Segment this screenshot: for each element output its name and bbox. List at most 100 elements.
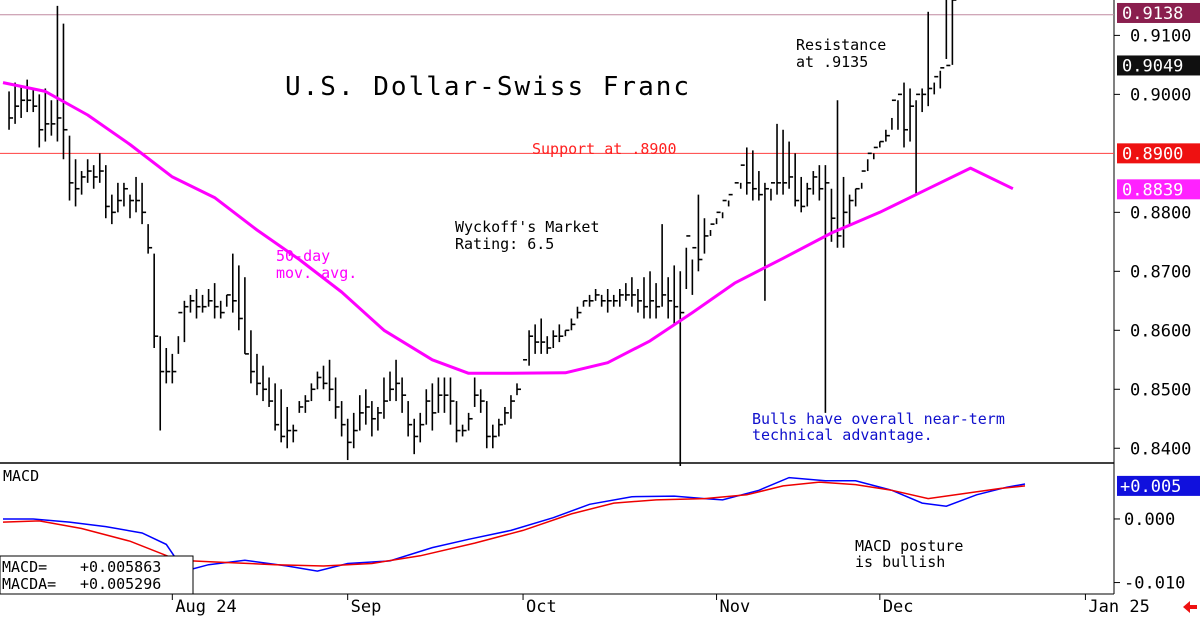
price-bar bbox=[207, 289, 213, 307]
price-bar bbox=[879, 140, 884, 148]
price-bar bbox=[528, 330, 534, 366]
macda-readout-label: MACDA= bbox=[2, 575, 56, 593]
price-bar bbox=[806, 182, 812, 207]
svg-text:0.8839: 0.8839 bbox=[1122, 180, 1183, 200]
price-tick-label: 0.8400 bbox=[1130, 439, 1191, 459]
price-bar bbox=[377, 406, 382, 431]
price-bar bbox=[903, 82, 909, 148]
bulls-note-line2: technical advantage. bbox=[752, 426, 933, 444]
price-bar bbox=[492, 424, 497, 449]
price-bar bbox=[588, 294, 594, 307]
svg-text:+0.005: +0.005 bbox=[1120, 477, 1181, 497]
price-bar bbox=[473, 377, 479, 407]
price-bar bbox=[927, 11, 933, 107]
price-bar bbox=[26, 79, 32, 113]
price-bar bbox=[625, 283, 630, 301]
price-bar bbox=[842, 176, 848, 248]
month-label: Sep bbox=[351, 597, 382, 617]
macd-note-line2: is bullish bbox=[855, 553, 945, 571]
price-bar bbox=[280, 389, 286, 443]
price-bar bbox=[661, 224, 667, 307]
ma-note-line2: mov. avg. bbox=[276, 264, 357, 282]
price-bar bbox=[250, 330, 255, 384]
price-bar bbox=[734, 182, 739, 184]
price-bar bbox=[231, 253, 237, 313]
macd-panel-title: MACD bbox=[3, 467, 39, 485]
price-bar bbox=[709, 223, 715, 236]
price-bar bbox=[165, 347, 171, 384]
price-bar bbox=[540, 318, 546, 354]
month-label: Oct bbox=[526, 597, 557, 617]
price-bar bbox=[443, 377, 449, 413]
price-bar bbox=[346, 418, 352, 461]
wyckoff-note-line1: Wyckoff's Market bbox=[455, 218, 600, 236]
price-bar bbox=[564, 329, 570, 337]
price-bar bbox=[153, 253, 159, 348]
price-bar bbox=[891, 99, 896, 130]
macd-readout-value: +0.005863 bbox=[80, 558, 161, 576]
support-note: Support at .8900 bbox=[532, 140, 677, 158]
month-label: Nov bbox=[720, 597, 751, 617]
price-bar bbox=[407, 401, 413, 437]
price-bar bbox=[183, 300, 189, 343]
price-bar bbox=[111, 194, 116, 225]
svg-text:0.9138: 0.9138 bbox=[1122, 4, 1183, 24]
price-bar bbox=[758, 171, 763, 201]
month-label: Dec bbox=[883, 597, 914, 617]
price-bar bbox=[274, 383, 280, 431]
macd-tick-label: 0.000 bbox=[1124, 510, 1175, 530]
price-bar bbox=[467, 412, 473, 431]
price-bar bbox=[298, 401, 304, 413]
price-bar bbox=[449, 377, 455, 425]
price-bar bbox=[286, 406, 292, 449]
macd-note-line1: MACD posture bbox=[855, 537, 963, 555]
price-bar bbox=[316, 371, 322, 390]
price-bar bbox=[860, 170, 866, 189]
price-bar bbox=[262, 365, 268, 402]
price-bar bbox=[794, 153, 800, 207]
price-bar bbox=[225, 294, 231, 307]
price-badge: 0.8839 bbox=[1117, 179, 1200, 200]
price-bar bbox=[570, 318, 576, 331]
price-bar bbox=[159, 336, 165, 431]
price-bar bbox=[523, 358, 528, 361]
price-bar bbox=[213, 283, 219, 319]
price-bar bbox=[498, 418, 503, 437]
price-bar bbox=[727, 193, 733, 207]
price-bar bbox=[800, 176, 806, 213]
price-tick-label: 0.9100 bbox=[1130, 26, 1191, 46]
price-bar bbox=[328, 359, 334, 402]
price-bar bbox=[776, 123, 782, 195]
price-bar bbox=[909, 88, 915, 142]
price-bar bbox=[304, 395, 310, 413]
price-bar bbox=[171, 353, 177, 384]
price-bar bbox=[612, 294, 618, 307]
price-tick-label: 0.8800 bbox=[1130, 203, 1191, 223]
x-axis: Aug 24 Sep Oct Nov Dec Jan 25 bbox=[171, 594, 1150, 617]
price-bar bbox=[56, 5, 62, 142]
ma-note-line1: 50-day bbox=[276, 247, 330, 265]
price-bar bbox=[14, 82, 20, 124]
price-bar bbox=[479, 389, 485, 413]
price-bar bbox=[752, 150, 757, 201]
price-bar bbox=[8, 91, 14, 130]
price-bar bbox=[679, 271, 685, 466]
price-bar bbox=[98, 153, 104, 183]
price-bar bbox=[50, 100, 56, 136]
price-bar bbox=[425, 389, 431, 425]
price-bar bbox=[292, 424, 298, 443]
price-bar bbox=[62, 23, 68, 160]
month-label: Jan 25 bbox=[1088, 597, 1149, 617]
price-bar bbox=[322, 365, 328, 390]
price-bar bbox=[818, 165, 824, 201]
scroll-left-arrow-icon[interactable] bbox=[1183, 601, 1197, 613]
price-bar bbox=[649, 271, 655, 319]
month-label: Aug 24 bbox=[175, 597, 236, 617]
price-bar bbox=[697, 194, 703, 272]
price-bar bbox=[389, 371, 395, 402]
price-bar bbox=[461, 424, 467, 437]
price-bar bbox=[419, 412, 425, 443]
price-bar bbox=[885, 129, 890, 142]
macd-badge: +0.005 bbox=[1117, 475, 1200, 497]
price-bar bbox=[44, 88, 50, 142]
